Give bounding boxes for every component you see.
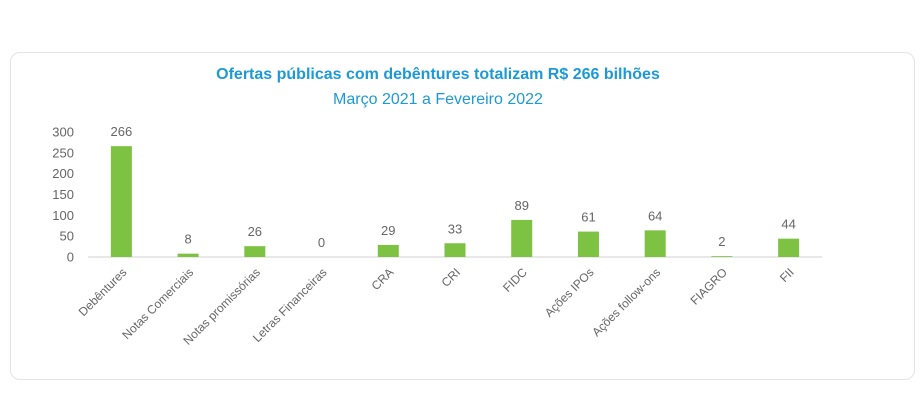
x-tick-label: FIAGRO xyxy=(688,265,730,307)
bar xyxy=(644,230,666,257)
bar-value-label: 0 xyxy=(318,235,325,250)
x-tick-label: CRI xyxy=(439,265,464,290)
x-tick-label: Letras Financeiras xyxy=(250,265,330,345)
chart-card xyxy=(10,52,915,380)
y-tick-label: 100 xyxy=(52,208,74,223)
bar-value-label: 2 xyxy=(718,234,725,249)
y-tick-label: 300 xyxy=(52,125,74,140)
y-axis-ticks: 0 50 100 150 200 250 300 xyxy=(52,125,74,265)
x-tick-label: Ações IPOs xyxy=(542,265,597,320)
bar xyxy=(778,238,800,257)
bar xyxy=(711,256,733,257)
y-tick-label: 150 xyxy=(52,187,74,202)
bar xyxy=(444,243,466,257)
chart-subtitle: Março 2021 a Fevereiro 2022 xyxy=(333,91,543,108)
bar-value-label: 266 xyxy=(111,124,133,139)
x-tick-label: Notas Comerciais xyxy=(119,265,196,342)
x-tick-label: FII xyxy=(777,265,797,285)
y-tick-label: 50 xyxy=(60,229,74,244)
bar xyxy=(110,146,132,257)
bar-value-label: 64 xyxy=(648,208,662,223)
bar-value-label: 44 xyxy=(781,217,795,232)
bar-value-label: 8 xyxy=(184,232,191,247)
bar xyxy=(177,253,199,257)
bar-value-label: 89 xyxy=(514,198,528,213)
x-tick-label: Ações follow-ons xyxy=(589,265,663,339)
bar-value-label: 29 xyxy=(381,223,395,238)
x-tick-label: CRA xyxy=(369,265,397,293)
x-tick-label: Debêntures xyxy=(76,265,130,319)
y-tick-label: 200 xyxy=(52,166,74,181)
x-tick-label: FIDC xyxy=(500,265,530,295)
bar xyxy=(577,231,599,257)
bar xyxy=(244,246,266,257)
bar xyxy=(511,219,533,257)
y-tick-label: 250 xyxy=(52,145,74,160)
value-labels-group: 266 8 26 0 29 33 89 61 64 2 44 xyxy=(111,124,796,250)
bar-value-label: 26 xyxy=(248,224,262,239)
bar xyxy=(377,244,399,257)
chart-title: Ofertas públicas com debêntures totaliza… xyxy=(216,66,660,83)
bars-group xyxy=(110,146,800,257)
bar-value-label: 61 xyxy=(581,210,595,225)
bar-value-label: 33 xyxy=(448,221,462,236)
y-tick-label: 0 xyxy=(67,250,74,265)
